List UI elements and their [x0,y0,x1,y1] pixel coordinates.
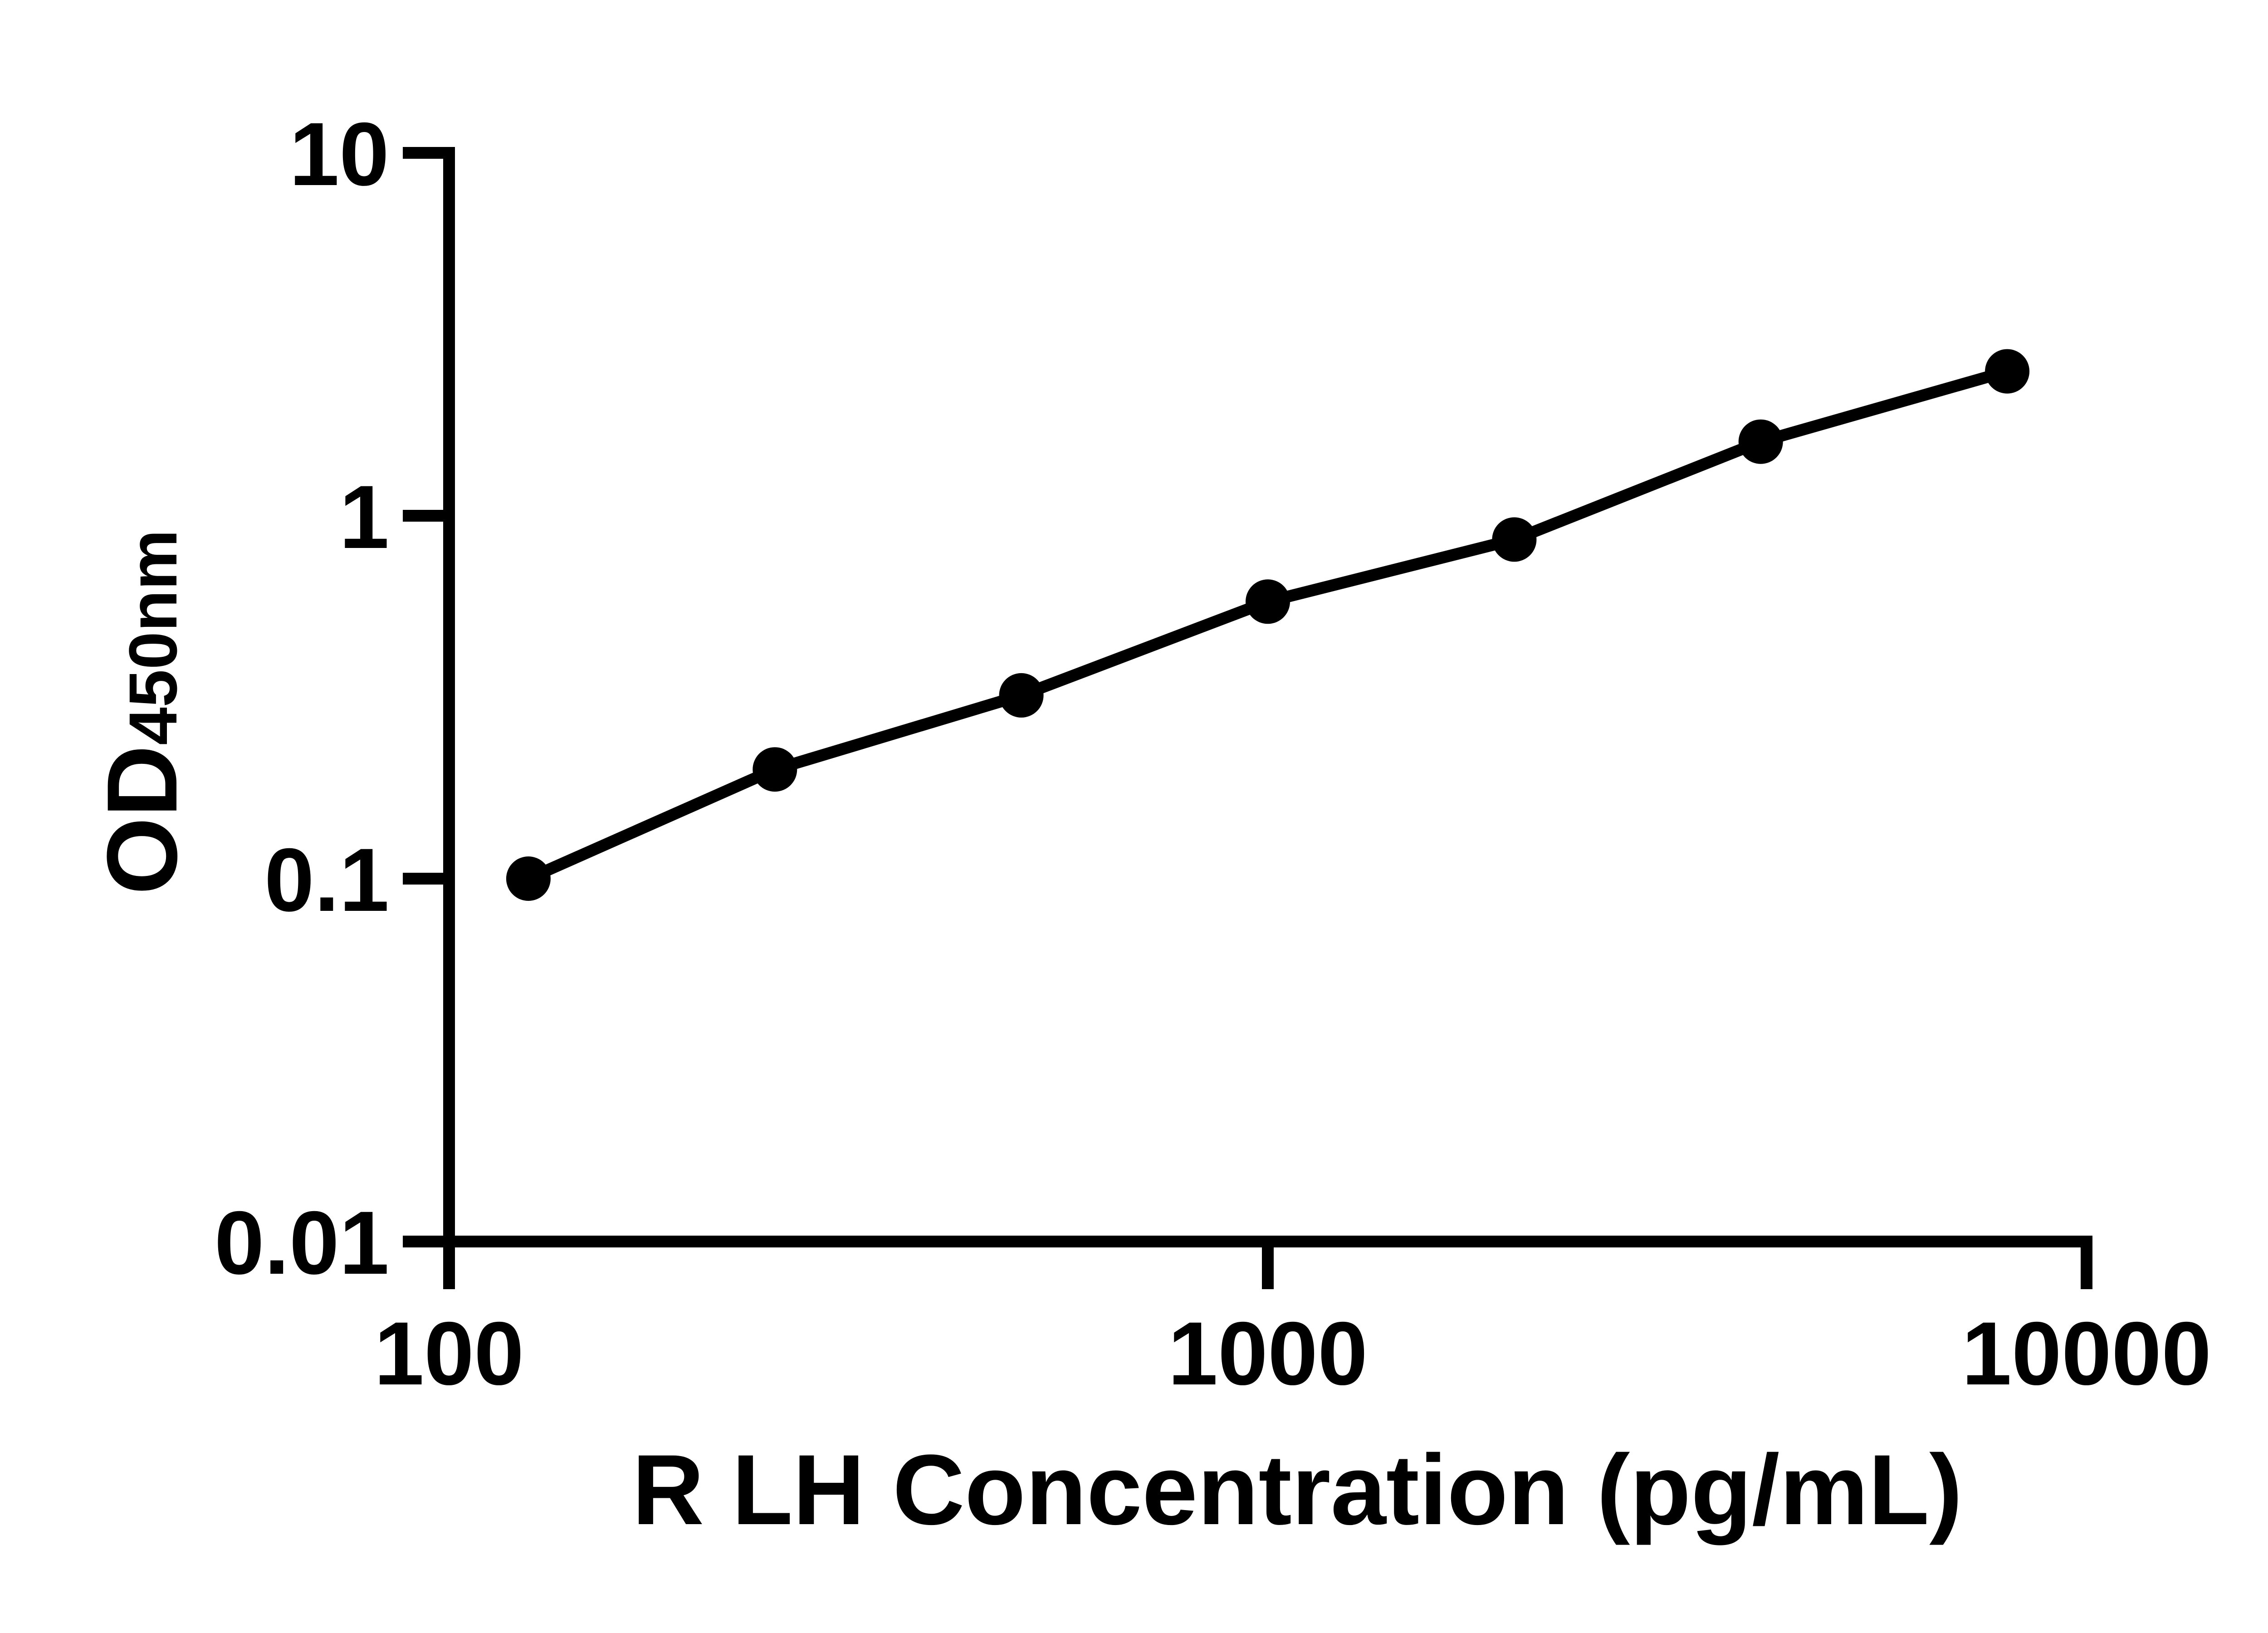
y-axis-title: OD450nm [86,529,198,895]
y-axis-title-subscript: 450nm [115,529,191,745]
x-tick-label-1000: 1000 [1168,1303,1368,1403]
data-point-x250 [753,747,797,792]
data-point-x4000 [1738,419,1783,464]
data-point-x1000 [1246,579,1290,624]
data-point-x2000 [1492,517,1537,562]
data-point-x125 [506,856,551,901]
y-axis-title-main: OD [86,745,198,895]
y-tick-label-1: 1 [339,467,389,567]
data-point-x8000 [1985,349,2030,394]
y-tick-label-0.01: 0.01 [215,1193,389,1293]
y-tick-label-10: 10 [289,104,389,204]
y-tick-label-0.1: 0.1 [264,830,389,930]
x-axis-title: R LH Concentration (pg/mL) [632,1434,1962,1545]
x-tick-label-100: 100 [374,1303,524,1403]
x-tick-label-10000: 10000 [1962,1303,2212,1403]
data-point-x500 [999,673,1044,718]
